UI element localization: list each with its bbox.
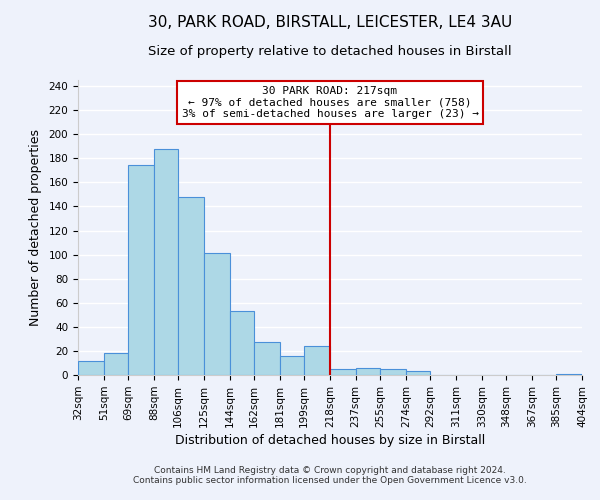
Text: Size of property relative to detached houses in Birstall: Size of property relative to detached ho… (148, 45, 512, 58)
Bar (204, 254, 230, 375)
Text: Contains HM Land Registry data © Crown copyright and database right 2024.
Contai: Contains HM Land Registry data © Crown c… (133, 466, 527, 485)
Bar (330, 369, 356, 375)
X-axis label: Distribution of detached houses by size in Birstall: Distribution of detached houses by size … (175, 434, 485, 447)
Text: 30 PARK ROAD: 217sqm
← 97% of detached houses are smaller (758)
3% of semi-detac: 30 PARK ROAD: 217sqm ← 97% of detached h… (182, 86, 479, 119)
Bar (78, 360, 104, 375)
Bar (154, 148, 178, 375)
Bar (406, 372, 430, 375)
Bar (304, 346, 330, 375)
Bar (380, 369, 406, 375)
Bar (230, 311, 254, 375)
Bar (356, 368, 380, 375)
Bar (178, 197, 204, 375)
Bar (128, 166, 154, 375)
Bar (254, 342, 280, 375)
Text: 30, PARK ROAD, BIRSTALL, LEICESTER, LE4 3AU: 30, PARK ROAD, BIRSTALL, LEICESTER, LE4 … (148, 15, 512, 30)
Bar (556, 374, 582, 375)
Y-axis label: Number of detached properties: Number of detached properties (29, 129, 41, 326)
Bar (280, 356, 304, 375)
Bar (104, 354, 128, 375)
